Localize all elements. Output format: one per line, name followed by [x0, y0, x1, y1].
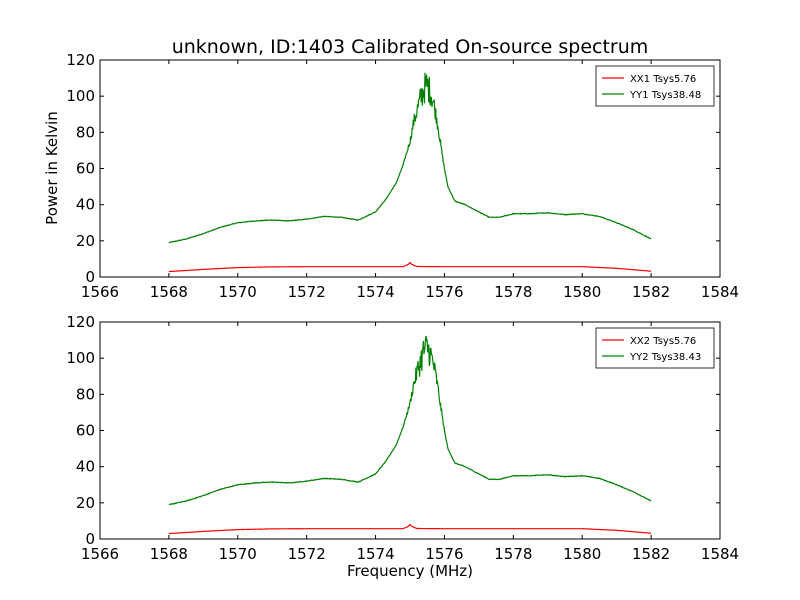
series-line-xx2	[168, 523, 652, 535]
x-tick-label: 1566	[81, 283, 119, 301]
x-tick-label: 1578	[494, 283, 532, 301]
y-tick-label: 80	[76, 385, 95, 403]
x-tick-label: 1572	[288, 545, 326, 563]
x-axis-label: Frequency (MHz)	[347, 562, 473, 580]
series-line-yy1	[168, 72, 652, 244]
series-line-yy2	[168, 335, 652, 506]
x-tick-label: 1580	[563, 545, 601, 563]
legend-box	[595, 327, 715, 369]
x-tick-label: 1584	[701, 283, 739, 301]
legend-label: XX1 Tsys5.76	[630, 74, 696, 85]
bottom-panel: 1566 1568 1570 1572 1574 1576 1578 1580 1582 1584…	[66, 313, 739, 563]
y-tick-label: 80	[76, 123, 95, 141]
legend-label: XX2 Tsys5.76	[630, 336, 696, 347]
x-tick-label: 1580	[563, 283, 601, 301]
x-tick-label: 1570	[219, 283, 257, 301]
x-tick-label: 1576	[425, 545, 463, 563]
x-tick-label: 1566	[81, 545, 119, 563]
legend-label: YY2 Tsys38.43	[629, 352, 701, 363]
x-tick-label: 1570	[219, 545, 257, 563]
legend-label: YY1 Tsys38.48	[629, 90, 701, 101]
x-tick-label: 1582	[632, 545, 670, 563]
y-tick-label: 60	[76, 160, 95, 178]
top-panel: 1566 1568 1570 1572 1574 1576 1578 1580 1582 1584…	[66, 51, 739, 301]
y-axis-label: Power in Kelvin	[43, 111, 61, 225]
y-tick-label: 120	[66, 313, 95, 331]
x-tick-label: 1574	[356, 283, 394, 301]
x-tick-label: 1582	[632, 283, 670, 301]
y-tick-label: 20	[76, 232, 95, 250]
y-tick-label: 40	[76, 458, 95, 476]
y-tick-label: 0	[85, 268, 95, 286]
y-tick-label: 0	[85, 530, 95, 548]
x-tick-label: 1568	[150, 545, 188, 563]
y-tick-label: 40	[76, 196, 95, 214]
x-tick-label: 1574	[356, 545, 394, 563]
y-tick-label: 20	[76, 494, 95, 512]
x-tick-label: 1576	[425, 283, 463, 301]
x-tick-label: 1568	[150, 283, 188, 301]
x-tick-label: 1584	[701, 545, 739, 563]
y-tick-label: 100	[66, 87, 95, 105]
y-tick-label: 60	[76, 422, 95, 440]
series-line-xx1	[168, 261, 652, 273]
legend-box	[595, 65, 715, 107]
x-tick-label: 1578	[494, 545, 532, 563]
x-tick-label: 1572	[288, 283, 326, 301]
y-tick-label: 100	[66, 349, 95, 367]
chart-title: unknown, ID:1403 Calibrated On-source sp…	[172, 36, 649, 58]
y-tick-label: 120	[66, 51, 95, 69]
